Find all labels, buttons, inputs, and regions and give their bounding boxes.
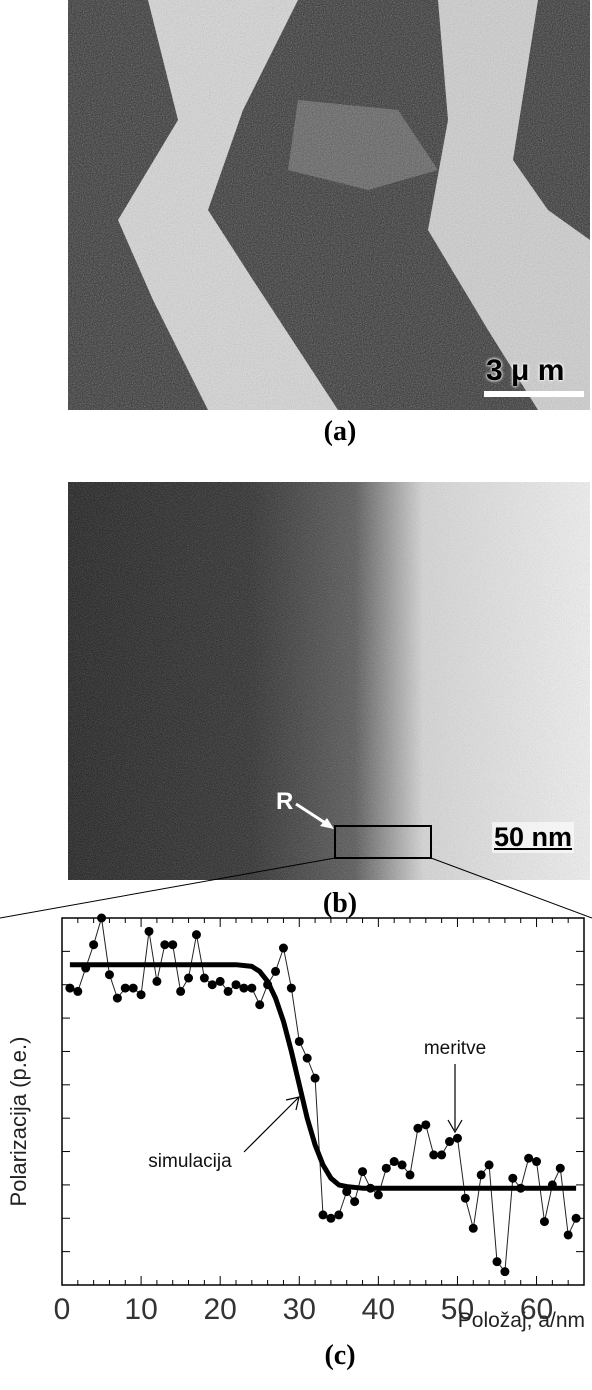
measurement-point	[437, 1150, 447, 1160]
annotation-simulacija-arrow	[243, 1097, 299, 1153]
x-tick-label: 10	[124, 1293, 157, 1326]
zoom-line-left	[0, 857, 336, 919]
region-r-label: R	[276, 788, 294, 815]
scale-bar-a	[484, 391, 584, 397]
measurement-point	[571, 1213, 581, 1223]
measurement-point	[508, 1173, 518, 1183]
micrograph-a	[68, 0, 590, 410]
measurement-point	[532, 1157, 542, 1167]
measurement-point	[413, 1123, 423, 1133]
x-tick-label: 60	[520, 1293, 553, 1326]
measurement-point	[294, 1036, 304, 1046]
measurement-point	[429, 1150, 439, 1160]
annotation-meritve-arrowhead	[447, 1119, 463, 1134]
measurement-point	[207, 980, 217, 990]
measurement-point	[452, 1133, 462, 1143]
measurement-point	[421, 1120, 431, 1130]
x-axis-label: Položaj, a/nm	[458, 1309, 585, 1332]
measurement-point	[476, 1170, 486, 1180]
measurement-point	[215, 976, 225, 986]
zoom-line-right	[430, 857, 592, 919]
measurement-point	[73, 986, 83, 996]
measurement-point	[128, 983, 138, 993]
measurement-point	[310, 1073, 320, 1083]
measurement-point	[112, 993, 122, 1003]
annotation-meritve: meritve	[424, 1038, 486, 1059]
measurement-point	[136, 990, 146, 1000]
measurement-point	[334, 1210, 344, 1220]
measurement-point	[524, 1153, 534, 1163]
scale-bar-a-label: 3 μ m	[486, 354, 565, 387]
measurement-point	[381, 1163, 391, 1173]
x-tick-label: 40	[362, 1293, 395, 1326]
plot-frame	[61, 917, 585, 1286]
measurement-point	[555, 1163, 565, 1173]
measurement-point	[302, 1053, 312, 1063]
caption-c: (c)	[324, 1340, 356, 1371]
measurement-point	[144, 926, 154, 936]
measurement-point	[539, 1217, 549, 1227]
measurement-point	[278, 943, 288, 953]
micrograph-a-domains	[68, 0, 590, 410]
measurement-point	[184, 973, 194, 983]
annotation-simulacija: simulacija	[148, 1151, 232, 1172]
micrograph-b	[68, 482, 590, 880]
measurement-point	[563, 1230, 573, 1240]
measurement-point	[255, 1000, 265, 1010]
measurement-point	[160, 940, 170, 950]
measurement-point	[318, 1210, 328, 1220]
measurement-point	[152, 976, 162, 986]
simulation-curve	[69, 962, 577, 1191]
measurement-point	[104, 970, 114, 980]
measurement-point	[460, 1193, 470, 1203]
x-tick-label: 50	[441, 1293, 474, 1326]
measurement-point	[445, 1137, 455, 1147]
measurement-point	[231, 980, 241, 990]
measurement-point	[500, 1267, 510, 1277]
measurement-point	[397, 1160, 407, 1170]
measurement-point	[168, 940, 178, 950]
x-tick-label: 20	[203, 1293, 236, 1326]
measurement-point	[389, 1157, 399, 1167]
measurement-point	[89, 940, 99, 950]
caption-a: (a)	[323, 416, 357, 447]
scale-bar-b-label: 50 nm	[492, 822, 575, 853]
y-axis-label: Polarizacija (p.e.)	[6, 1037, 31, 1207]
measurement-point	[468, 1223, 478, 1233]
measurement-point	[405, 1170, 415, 1180]
x-tick-label: 0	[54, 1293, 71, 1326]
measurement-point	[65, 983, 75, 993]
measurement-point	[199, 973, 209, 983]
measurement-point	[358, 1167, 368, 1177]
caption-b: (b)	[322, 888, 358, 919]
measurement-point	[247, 983, 257, 993]
measurement-point	[286, 983, 296, 993]
measurement-point	[176, 986, 186, 996]
measurement-point	[350, 1197, 360, 1207]
measurement-point	[223, 986, 233, 996]
annotation-simulacija-arrowhead	[285, 1096, 300, 1111]
measurement-point	[484, 1160, 494, 1170]
region-r-box	[334, 825, 432, 859]
micrograph-b-boundary	[68, 482, 590, 880]
measurement-point	[97, 913, 107, 923]
measurement-point	[120, 983, 130, 993]
measurement-point	[239, 983, 249, 993]
measurement-point	[492, 1257, 502, 1267]
measurement-point	[191, 930, 201, 940]
measurement-point	[326, 1213, 336, 1223]
measurement-point	[373, 1190, 383, 1200]
x-tick-label: 30	[283, 1293, 316, 1326]
measurement-point	[271, 966, 281, 976]
